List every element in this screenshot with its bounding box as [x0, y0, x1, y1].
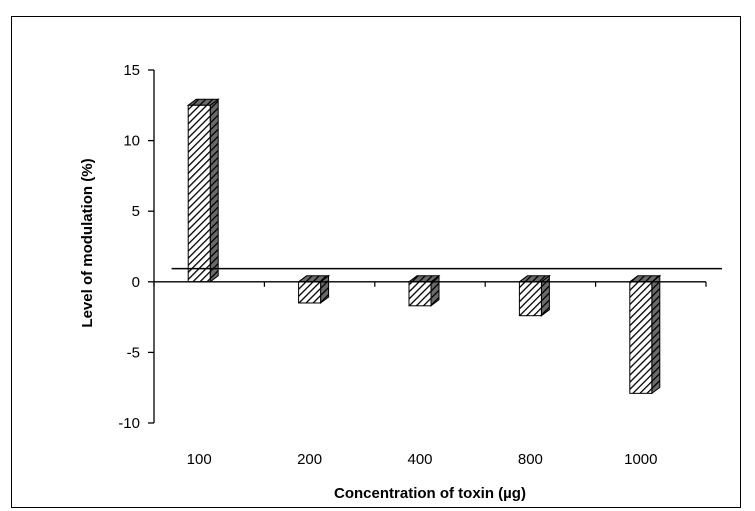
y-tick-label: 5 [132, 203, 140, 220]
x-tick-label: 1000 [624, 451, 657, 468]
bar-1000 [628, 274, 662, 395]
bar-800 [517, 274, 551, 317]
x-tick-label: 100 [187, 451, 212, 468]
x-axis-title: Concentration of toxin (µg) [334, 485, 526, 502]
y-axis: -10 -5 0 5 10 15 [118, 62, 155, 432]
bar-100 [186, 98, 220, 283]
x-tick-label: 800 [518, 451, 543, 468]
y-tick-label: 15 [123, 62, 140, 79]
x-axis [153, 267, 722, 287]
bars [186, 98, 662, 395]
y-tick-label: 0 [132, 274, 140, 291]
y-axis-title: Level of modulation (%) [79, 158, 96, 327]
bar-front [408, 281, 432, 307]
bar-front [518, 281, 542, 317]
y-tick-label: -10 [118, 415, 140, 432]
bar-400 [407, 274, 441, 307]
bar-front [298, 281, 322, 304]
bar-side [651, 274, 661, 395]
x-tick-labels: 100 200 400 800 1000 [187, 451, 658, 468]
y-tick-label: 10 [123, 133, 140, 150]
bar-side [209, 98, 219, 283]
bar-front [187, 104, 211, 283]
y-tick-label: -5 [127, 344, 140, 361]
chart-frame [11, 16, 741, 508]
x-tick-label: 400 [407, 451, 432, 468]
bar-200 [297, 274, 331, 304]
bar-front [629, 281, 653, 394]
x-tick-label: 200 [297, 451, 322, 468]
